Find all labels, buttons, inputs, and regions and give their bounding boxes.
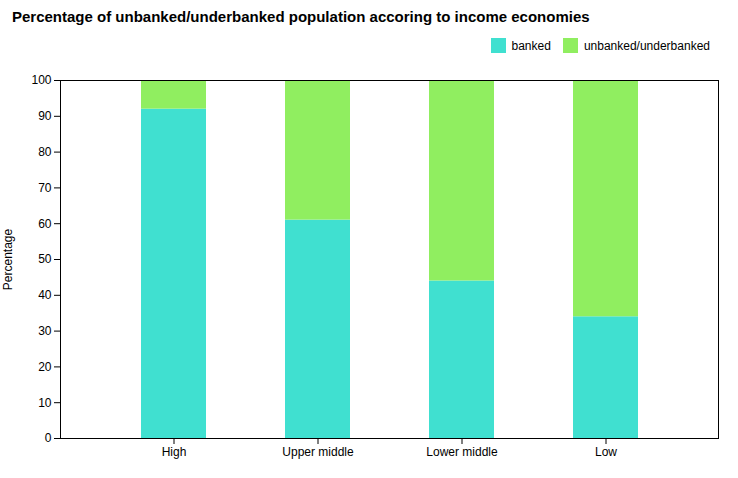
svg-text:Upper middle: Upper middle	[282, 445, 354, 459]
svg-text:20: 20	[38, 360, 52, 374]
svg-text:30: 30	[38, 324, 52, 338]
svg-text:60: 60	[38, 217, 52, 231]
svg-text:40: 40	[38, 288, 52, 302]
svg-text:High: High	[162, 445, 187, 459]
svg-text:Lower middle: Lower middle	[426, 445, 498, 459]
svg-text:50: 50	[38, 252, 52, 266]
svg-text:Low: Low	[595, 445, 617, 459]
svg-text:80: 80	[38, 145, 52, 159]
html-text:banked: banked	[511, 38, 551, 53]
svg-text:70: 70	[38, 181, 52, 195]
html-text:Percentage of unbanked/underba: Percentage of unbanked/underbanked popul…	[12, 8, 590, 25]
svg-text:10: 10	[38, 396, 52, 410]
svg-text:90: 90	[38, 109, 52, 123]
html-text:unbanked/underbanked: unbanked/underbanked	[583, 38, 710, 53]
svg-text:0: 0	[45, 431, 52, 445]
svg-text:100: 100	[31, 73, 51, 87]
svg-text:Percentage: Percentage	[1, 228, 15, 290]
